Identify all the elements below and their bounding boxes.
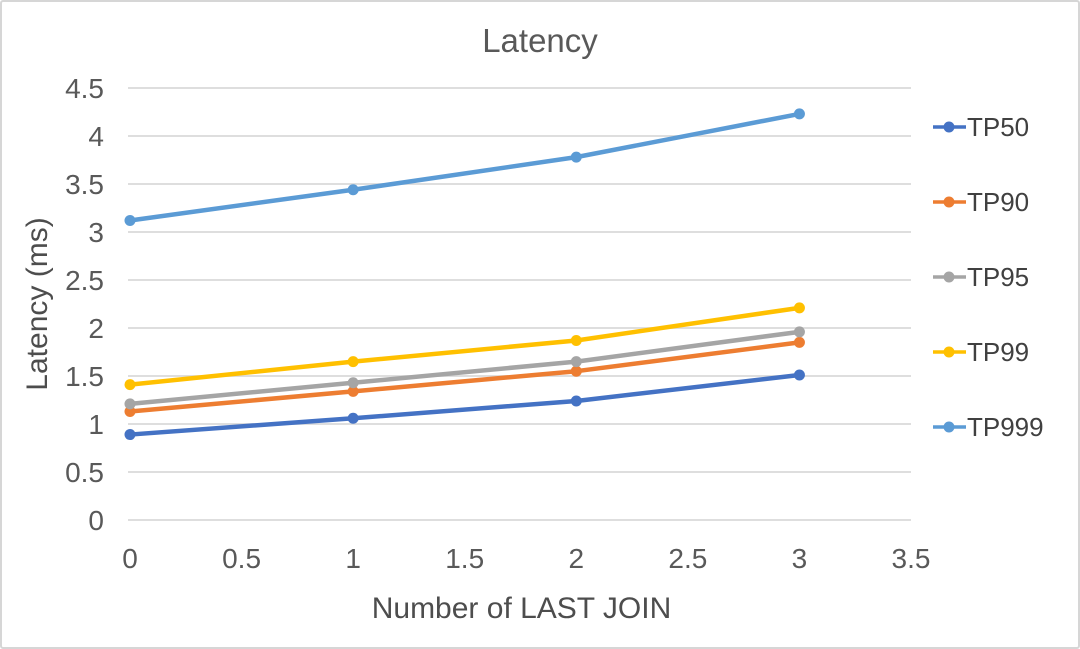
data-point-tp95-x0: [124, 398, 136, 410]
data-point-tp999-x0: [124, 214, 136, 226]
y-tick-label-1: 1: [88, 409, 104, 440]
data-point-tp95-x1: [347, 377, 359, 389]
x-tick-label-3: 3: [792, 543, 808, 574]
y-tick-label-3.5: 3.5: [65, 169, 104, 200]
data-point-tp99-x2: [570, 334, 582, 346]
x-tick-label-1: 1: [345, 543, 361, 574]
y-tick-label-1.5: 1.5: [65, 361, 104, 392]
y-tick-label-4: 4: [88, 121, 104, 152]
data-point-tp99-x0: [124, 379, 136, 391]
series-line-tp999: [127, 111, 802, 223]
data-point-tp999-x2: [570, 151, 582, 163]
series-line-tp90: [127, 340, 802, 414]
data-point-tp999-x3: [793, 108, 805, 120]
chart-title: Latency: [482, 22, 598, 59]
x-tick-label-0: 0: [122, 543, 138, 574]
x-tick-label-1.5: 1.5: [445, 543, 484, 574]
series-line-tp95: [127, 329, 802, 407]
data-point-tp50-x2: [570, 395, 582, 407]
y-tick-label-4.5: 4.5: [65, 73, 104, 104]
series-line-tp50: [127, 372, 802, 437]
x-tick-label-3.5: 3.5: [892, 543, 931, 574]
x-tick-label-0.5: 0.5: [222, 543, 261, 574]
data-point-tp99-x3: [793, 302, 805, 314]
data-point-tp90-x3: [793, 336, 805, 348]
data-point-tp90-x2: [570, 365, 582, 377]
x-tick-label-2: 2: [568, 543, 584, 574]
data-point-tp90-x1: [347, 385, 359, 397]
y-tick-label-0: 0: [88, 505, 104, 536]
data-point-tp50-x1: [347, 412, 359, 424]
y-tick-label-3: 3: [88, 217, 104, 248]
data-point-tp95-x3: [793, 326, 805, 338]
data-point-tp90-x0: [124, 406, 136, 418]
y-tick-label-2: 2: [88, 313, 104, 344]
data-point-tp50-x3: [793, 369, 805, 381]
y-tick-label-2.5: 2.5: [65, 265, 104, 296]
x-axis-title: Number of LAST JOIN: [371, 592, 672, 625]
y-tick-label-0.5: 0.5: [65, 457, 104, 488]
x-tick-label-2.5: 2.5: [668, 543, 707, 574]
data-point-tp999-x1: [347, 184, 359, 196]
series-line-tp99: [127, 305, 802, 387]
data-point-tp99-x1: [347, 356, 359, 368]
data-point-tp95-x2: [570, 356, 582, 368]
data-point-tp50-x0: [124, 429, 136, 441]
